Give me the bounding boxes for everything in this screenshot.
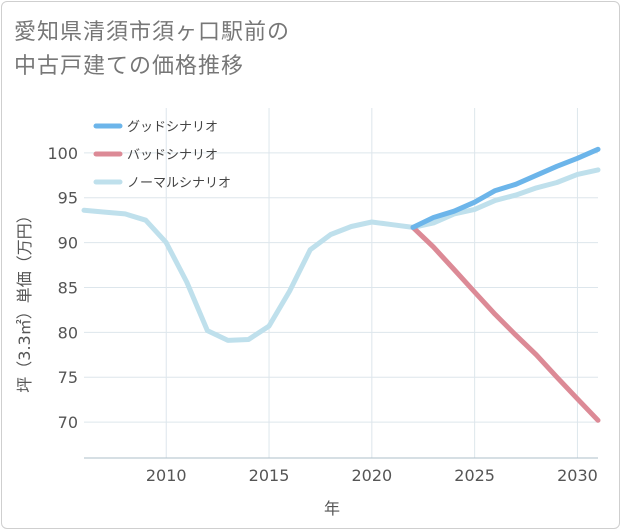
x-tick-label: 2015: [249, 466, 290, 485]
x-tick-label: 2010: [146, 466, 187, 485]
y-tick-label: 70: [58, 413, 78, 432]
x-tick-label: 2020: [351, 466, 392, 485]
y-tick-label: 80: [58, 323, 78, 342]
chart-title-line-2: 中古戸建ての価格推移: [14, 54, 245, 79]
x-tick-label: 2025: [454, 466, 495, 485]
chart-title: 愛知県清須市須ヶ口駅前の 中古戸建ての価格推移: [14, 16, 574, 84]
axes: 2010 2015 2020 2025 2030 70 75 80 85 90 95 100: [47, 144, 598, 485]
y-axis-title: 坪（3.3㎡）単価（万円）: [15, 207, 34, 392]
series-line-2: [81, 167, 601, 343]
y-tick-label: 90: [58, 234, 78, 253]
series-lines: [81, 146, 601, 423]
x-axis-title: 年: [324, 499, 340, 518]
y-tick-label: 100: [47, 144, 78, 163]
series-line-1: [410, 224, 601, 423]
legend-label: バッドシナリオ: [127, 148, 218, 163]
chart-title-line-1: 愛知県清須市須ヶ口駅前の: [14, 20, 291, 45]
legend-label: グッドシナリオ: [127, 120, 218, 135]
y-tick-label: 85: [58, 278, 78, 297]
series-line-0: [410, 146, 601, 230]
x-tick-label: 2030: [557, 466, 598, 485]
y-tick-label: 95: [58, 189, 78, 208]
y-tick-label: 75: [58, 368, 78, 387]
legend-label: ノーマルシナリオ: [127, 176, 231, 191]
